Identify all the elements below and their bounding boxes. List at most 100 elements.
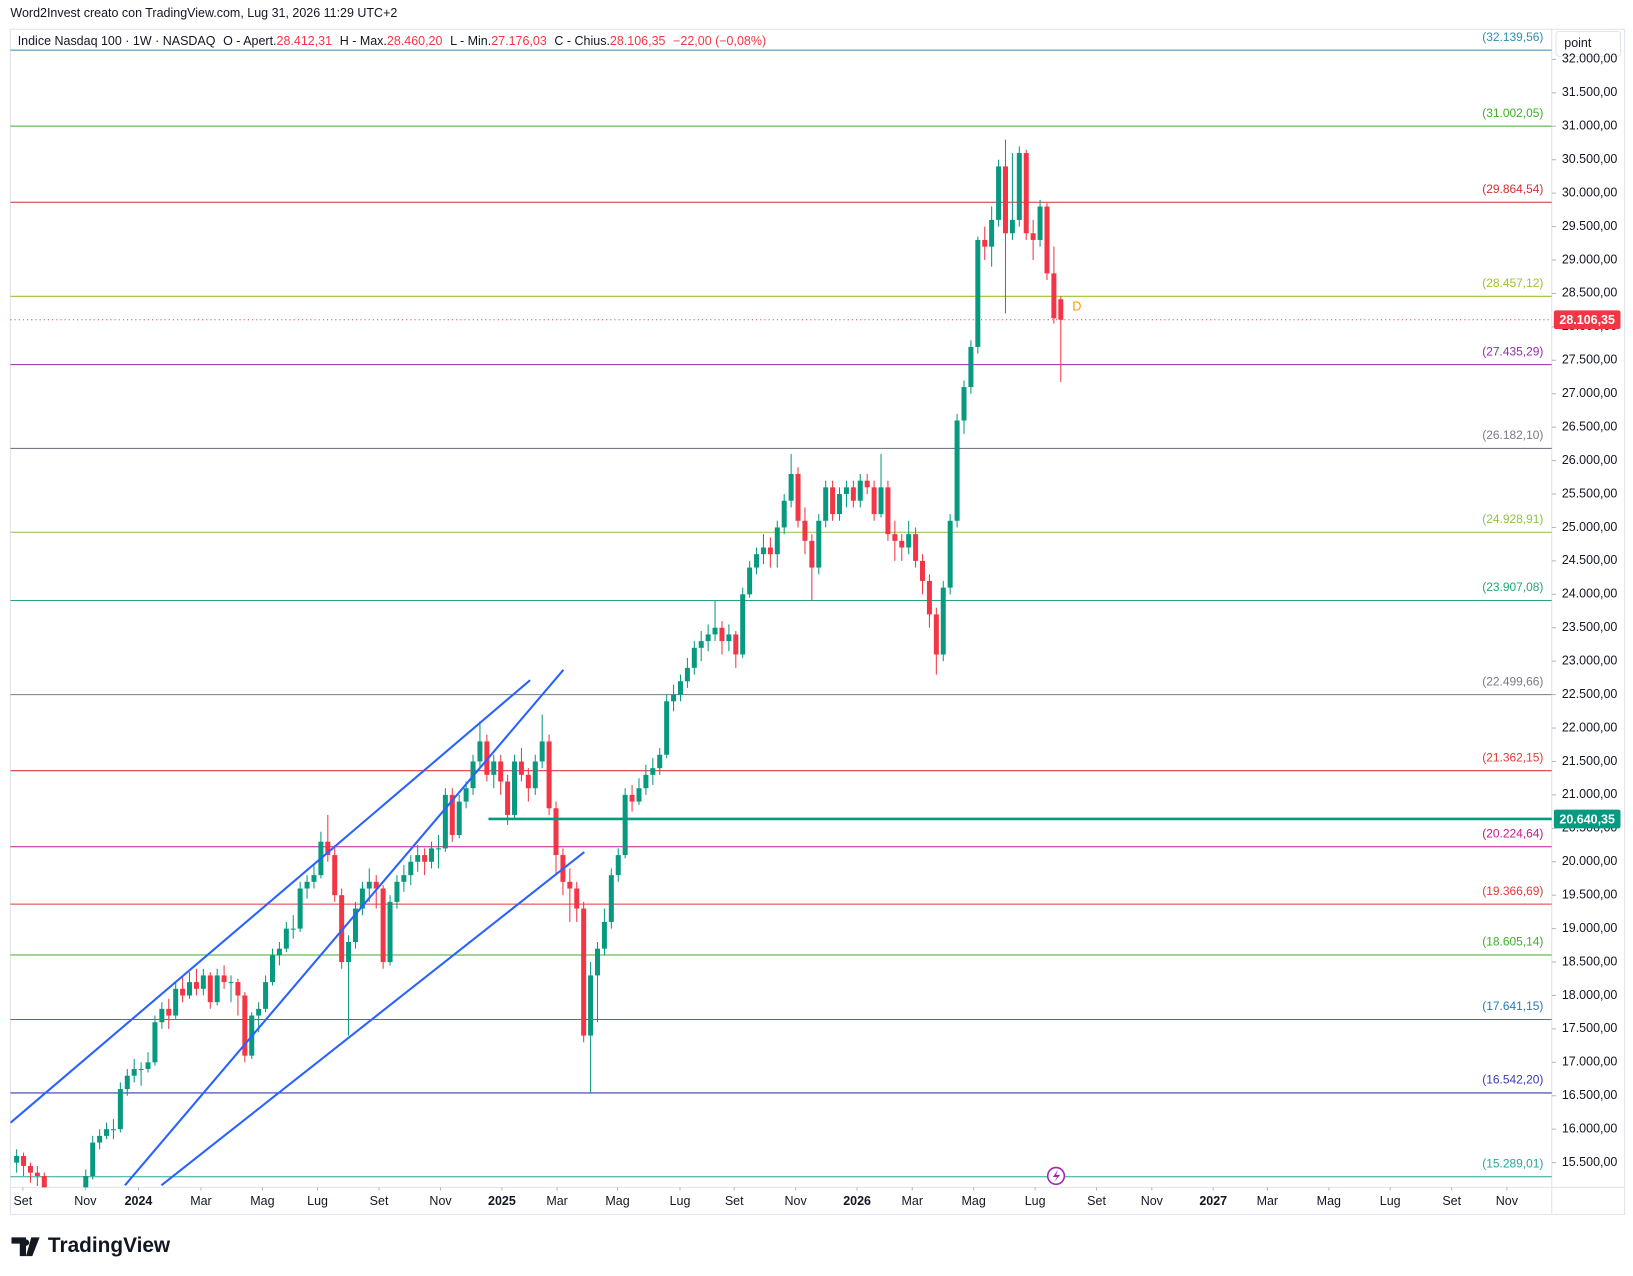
candle-body xyxy=(594,948,600,976)
candle-body xyxy=(332,855,338,896)
candle-body xyxy=(615,855,621,876)
candle-body xyxy=(387,901,393,963)
candle-body xyxy=(1037,206,1043,240)
candle-body xyxy=(850,487,856,501)
x-tick-label: Mag xyxy=(605,1194,629,1208)
event-bolt[interactable] xyxy=(1052,1169,1061,1183)
trend-line xyxy=(160,851,585,1187)
point-button[interactable]: point xyxy=(1555,30,1622,57)
candle-body xyxy=(961,387,967,421)
candle-body xyxy=(823,487,829,521)
candle-body xyxy=(684,667,690,682)
candle-body xyxy=(518,761,524,775)
candle-body xyxy=(975,239,981,347)
level-label: (23.907,08) xyxy=(1482,580,1543,594)
brand-logo xyxy=(11,1237,40,1257)
y-tick-label: 21.500,00 xyxy=(1562,754,1618,768)
level-label: (15.289,01) xyxy=(1482,1156,1543,1170)
high-label: H - Max. xyxy=(340,34,387,48)
candle-body xyxy=(463,788,469,802)
candle-body xyxy=(34,1172,40,1177)
candle-body xyxy=(947,520,953,588)
y-tick-label: 27.000,00 xyxy=(1562,386,1618,400)
candle-body xyxy=(788,473,794,501)
candle-body xyxy=(837,494,843,515)
y-tick-label: 32.000,00 xyxy=(1562,52,1618,66)
low-value: 27.176,03 xyxy=(491,34,547,48)
candle-body xyxy=(83,1176,89,1188)
current-price-badge xyxy=(1553,310,1621,330)
candle-body xyxy=(449,794,455,836)
candle-body xyxy=(747,567,753,595)
brand: TradingView xyxy=(11,1234,171,1257)
y-tick-label: 30.500,00 xyxy=(1562,152,1618,166)
candle-body xyxy=(117,1089,123,1130)
y-tick-label: 31.000,00 xyxy=(1562,119,1618,133)
candle-body xyxy=(553,808,559,856)
marker-label[interactable]: D xyxy=(1072,300,1081,314)
candle-body xyxy=(173,988,179,1016)
open-label: O - Apert. xyxy=(223,34,276,48)
candle-body xyxy=(726,634,732,642)
level-label: (32.139,56) xyxy=(1482,30,1543,44)
candle-body xyxy=(885,487,891,535)
candle-body xyxy=(671,694,677,702)
candle-body xyxy=(131,1069,137,1076)
button-frame[interactable] xyxy=(1555,30,1622,57)
candle-body xyxy=(760,547,766,555)
y-tick-label: 16.000,00 xyxy=(1562,1121,1618,1135)
marker-bg[interactable] xyxy=(1068,297,1086,315)
x-tick-label: Nov xyxy=(1496,1194,1519,1208)
candle-body xyxy=(27,1165,33,1173)
dividend-marker[interactable]: D xyxy=(1068,297,1086,315)
y-tick-label: 27.500,00 xyxy=(1562,353,1618,367)
level-label: (29.864,54) xyxy=(1482,182,1543,196)
candle-body xyxy=(546,741,552,809)
candle-body xyxy=(926,580,932,615)
candle-body xyxy=(110,1129,116,1131)
candle-body xyxy=(940,587,946,655)
button-label[interactable]: point xyxy=(1564,36,1592,50)
candle-body xyxy=(283,928,289,949)
candle-body xyxy=(795,473,801,521)
y-tick-label: 18.000,00 xyxy=(1562,988,1618,1002)
level-label: (21.362,15) xyxy=(1482,750,1543,764)
x-tick-label: Set xyxy=(13,1194,32,1208)
chart-frame xyxy=(9,28,1626,1215)
x-tick-label: Set xyxy=(370,1194,389,1208)
event-icon[interactable] xyxy=(1046,1166,1066,1186)
candle-body xyxy=(477,741,483,762)
y-tick-label: 19.500,00 xyxy=(1562,887,1618,901)
candle-body xyxy=(235,982,241,996)
candle-body xyxy=(138,1069,144,1071)
candle-body xyxy=(325,841,331,856)
candle-body xyxy=(1058,299,1064,320)
candle-body xyxy=(297,888,303,929)
y-tick-label: 22.500,00 xyxy=(1562,687,1618,701)
x-tick-label: 2024 xyxy=(125,1194,153,1208)
candle-body xyxy=(643,774,649,789)
candle-body xyxy=(525,774,531,789)
candle-body xyxy=(698,641,704,648)
candle-body xyxy=(601,921,607,949)
candle-body xyxy=(276,948,282,956)
candle-body xyxy=(166,1008,172,1016)
y-tick-label: 18.500,00 xyxy=(1562,954,1618,968)
candle-body xyxy=(90,1142,96,1177)
candle-body xyxy=(21,1155,27,1166)
candle-body xyxy=(1044,206,1050,274)
x-tick-label: 2027 xyxy=(1199,1194,1227,1208)
candle-body xyxy=(14,1155,20,1163)
candle-body xyxy=(359,888,365,909)
candle-body xyxy=(733,634,739,655)
open-value: 28.412,31 xyxy=(277,34,333,48)
level-label: (22.499,66) xyxy=(1482,674,1543,688)
candle-body xyxy=(899,540,905,548)
candle-body xyxy=(394,881,400,902)
level-label: (28.457,12) xyxy=(1482,276,1543,290)
candle-body xyxy=(857,480,863,501)
candle-body xyxy=(933,614,939,655)
change: −22,00 (−0,08%) xyxy=(673,34,766,48)
y-tick-label: 23.500,00 xyxy=(1562,620,1618,634)
